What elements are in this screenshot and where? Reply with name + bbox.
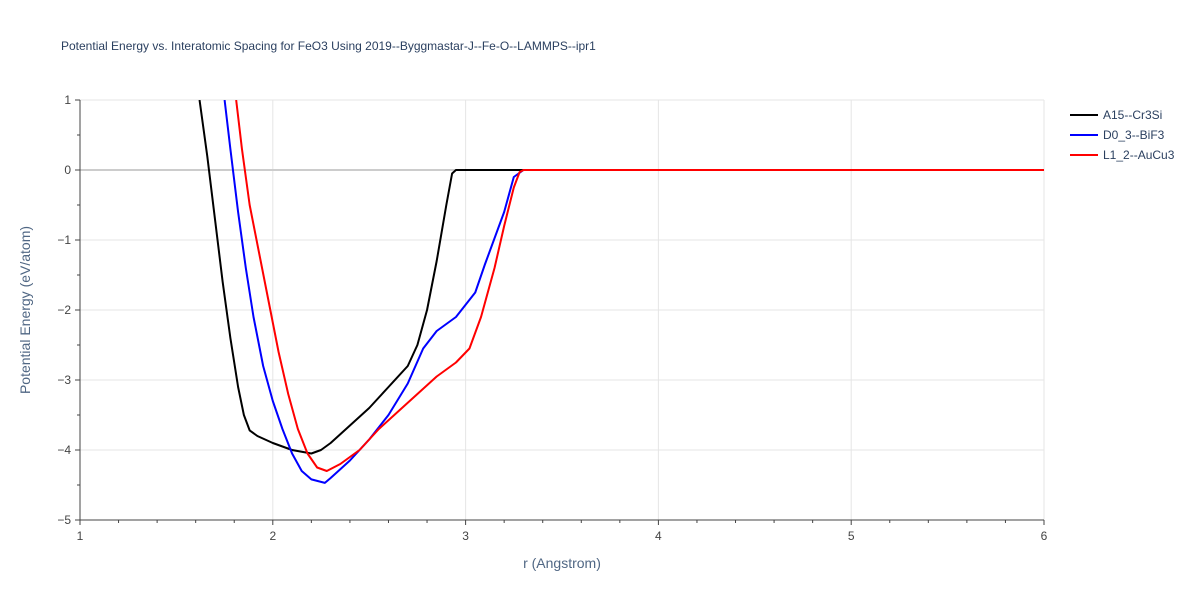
x-axis-title: r (Angstrom) [523,555,601,571]
y-tick-label: −3 [57,373,71,387]
axis-layer: 1 2 3 4 5 6 1 0 −1 −2 −3 −4 −5 [57,93,1047,543]
grid-layer [79,99,1045,521]
legend-label: A15--Cr3Si [1103,108,1162,122]
series-layer [198,100,1044,484]
legend-item[interactable]: A15--Cr3Si [1070,108,1162,122]
y-axis-title: Potential Energy (eV/atom) [17,226,33,394]
legend-item[interactable]: D0_3--BiF3 [1070,128,1165,142]
x-tick-label: 3 [462,529,469,543]
x-tick-label: 4 [655,529,662,543]
x-tick-label: 2 [269,529,276,543]
x-tick-label: 1 [77,529,84,543]
y-tick-label: −4 [57,443,71,457]
x-tick-label: 6 [1041,529,1048,543]
series-line-d0-3-bif3[interactable] [223,100,1044,484]
legend-label: L1_2--AuCu3 [1103,148,1175,162]
chart-title: Potential Energy vs. Interatomic Spacing… [61,39,596,53]
series-line-a15-cr3si[interactable] [198,100,1044,455]
x-tick-label: 5 [848,529,855,543]
y-tick-label: −2 [57,303,71,317]
y-tick-label: 1 [64,93,71,107]
legend[interactable]: A15--Cr3Si D0_3--BiF3 L1_2--AuCu3 [1070,108,1175,162]
legend-label: D0_3--BiF3 [1103,128,1165,142]
y-tick-label: 0 [64,163,71,177]
legend-item[interactable]: L1_2--AuCu3 [1070,148,1175,162]
y-tick-label: −1 [57,233,71,247]
y-tick-label: −5 [57,513,71,527]
series-line-l1-2-aucu3[interactable] [235,100,1044,472]
